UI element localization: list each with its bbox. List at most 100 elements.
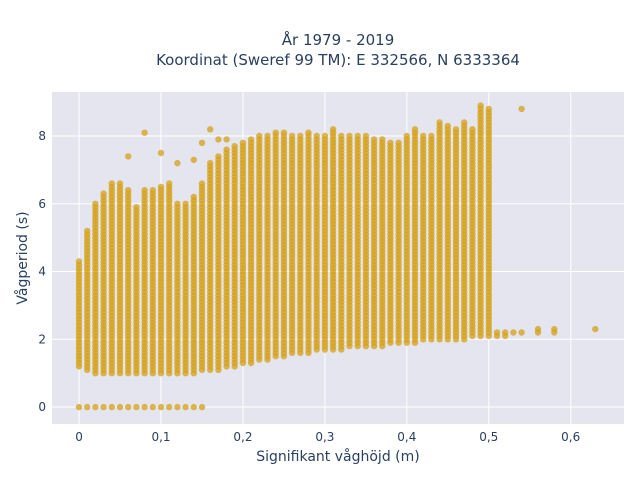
scatter-point: [493, 329, 501, 336]
scatter-point: [182, 403, 189, 411]
scatter-point: [223, 146, 230, 153]
scatter-point: [387, 139, 394, 146]
scatter-point: [420, 132, 427, 140]
scatter-point: [518, 105, 525, 113]
scatter-point: [157, 403, 165, 411]
scatter-point: [518, 329, 525, 336]
scatter-point: [125, 153, 132, 160]
scatter-point: [92, 403, 99, 411]
scatter-point: [198, 180, 206, 187]
scatter-point: [370, 136, 378, 143]
scatter-point: [190, 156, 197, 163]
scatter-point: [395, 139, 402, 146]
scatter-point: [231, 143, 238, 150]
scatter-point: [510, 329, 517, 336]
scatter-point: [477, 102, 484, 109]
scatter-point: [92, 200, 99, 207]
scatter-point: [256, 132, 263, 140]
scatter-point: [272, 129, 279, 136]
scatter-point: [133, 204, 140, 211]
scatter-point: [502, 329, 509, 336]
scatter-point: [592, 325, 599, 333]
scatter-point: [174, 200, 181, 207]
scatter-point: [280, 129, 288, 136]
scatter-point: [313, 132, 320, 140]
scatter-point: [157, 149, 165, 157]
scatter-point: [141, 129, 148, 136]
scatter-point: [84, 227, 91, 235]
scatter-point: [125, 187, 132, 194]
scatter-point: [133, 403, 140, 411]
scatter-point: [125, 403, 132, 411]
scatter-point: [75, 258, 83, 265]
scatter-point: [215, 153, 222, 160]
scatter-point: [141, 187, 148, 194]
scatter-point: [108, 180, 116, 187]
chart-subtitle: Koordinat (Sweref 99 TM): E 332566, N 63…: [156, 51, 520, 69]
x-tick-label: 0,2: [233, 430, 252, 444]
scatter-point: [354, 132, 361, 140]
scatter-point: [215, 136, 222, 143]
y-axis-ticks: 0 2 4 6 8: [38, 129, 46, 414]
y-axis-title: Vågperiod (s): [14, 211, 31, 304]
scatter-point: [141, 403, 148, 411]
scatter-point: [379, 136, 386, 143]
scatter-point: [190, 403, 197, 411]
x-tick-label: 0: [75, 430, 83, 444]
scatter-point: [452, 126, 460, 133]
scatter-point: [534, 325, 542, 333]
scatter-point: [362, 132, 370, 140]
scatter-point: [428, 132, 435, 140]
scatter-point: [174, 403, 181, 411]
scatter-point: [321, 132, 329, 140]
scatter-point: [100, 190, 107, 197]
scatter-point: [297, 132, 304, 140]
x-tick-label: 0,3: [315, 430, 334, 444]
scatter-point: [75, 403, 83, 411]
x-tick-label: 0,5: [479, 430, 498, 444]
scatter-point: [436, 119, 443, 126]
scatter-point: [346, 132, 353, 140]
y-tick-label: 6: [38, 197, 46, 211]
x-tick-label: 0,1: [151, 430, 170, 444]
scatter-point: [84, 403, 91, 411]
scatter-point: [166, 403, 173, 411]
scatter-point: [174, 159, 181, 167]
scatter-point: [149, 403, 156, 411]
y-tick-label: 2: [38, 332, 46, 346]
scatter-point: [461, 119, 468, 126]
scatter-point: [108, 403, 116, 411]
scatter-point: [207, 159, 214, 167]
scatter-point: [182, 200, 189, 207]
scatter-points: [75, 102, 599, 411]
scatter-point: [264, 132, 271, 140]
scatter-point: [116, 403, 124, 411]
scatter-point: [469, 126, 476, 133]
scatter-point: [288, 132, 296, 140]
scatter-point: [166, 180, 173, 187]
scatter-point: [247, 136, 255, 143]
scatter-point: [100, 403, 107, 411]
scatter-point: [198, 403, 206, 411]
scatter-point: [305, 129, 312, 136]
scatter-point: [207, 126, 214, 133]
scatter-point: [338, 132, 345, 140]
scatter-point: [403, 132, 410, 140]
scatter-point: [149, 187, 156, 194]
scatter-point: [190, 193, 197, 201]
x-tick-label: 0,4: [397, 430, 416, 444]
x-axis-title: Signifikant våghöjd (m): [256, 448, 419, 465]
scatter-point: [157, 183, 165, 191]
x-tick-label: 0,6: [561, 430, 580, 444]
scatter-point: [411, 126, 419, 133]
scatter-point: [239, 139, 247, 146]
y-tick-label: 4: [38, 265, 46, 279]
y-tick-label: 8: [38, 129, 46, 143]
scatter-point: [116, 180, 124, 187]
y-tick-label: 0: [38, 400, 46, 414]
scatter-point: [551, 325, 558, 333]
scatter-point: [198, 139, 206, 146]
scatter-point: [444, 122, 451, 130]
